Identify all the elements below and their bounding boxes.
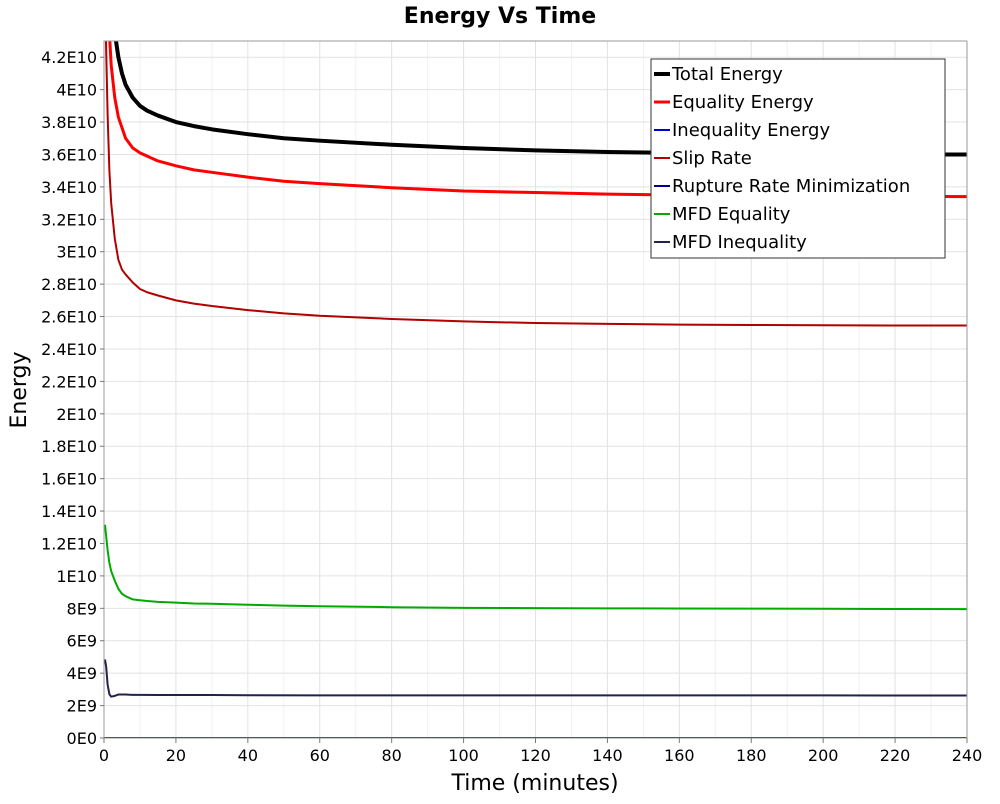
legend-label-mfd-equality: MFD Equality — [672, 204, 791, 225]
y-tick-label: 2E9 — [67, 697, 97, 716]
x-tick-label: 160 — [664, 746, 695, 765]
y-tick-label: 2.4E10 — [41, 340, 97, 359]
y-tick-label: 1.8E10 — [41, 437, 97, 456]
legend-label-rupture-rate-minimization: Rupture Rate Minimization — [672, 176, 910, 197]
y-tick-label: 1.4E10 — [41, 502, 97, 521]
y-tick-label: 3.8E10 — [41, 113, 97, 132]
y-tick-label: 2.6E10 — [41, 308, 97, 327]
x-tick-label: 100 — [448, 746, 479, 765]
y-tick-label: 1.2E10 — [41, 534, 97, 553]
x-tick-label: 40 — [238, 746, 258, 765]
legend: Total Energy Equality Energy Inequality En… — [650, 58, 946, 259]
chart-title: Energy Vs Time — [404, 4, 596, 29]
x-tick-label: 20 — [166, 746, 186, 765]
x-tick-label: 140 — [592, 746, 623, 765]
y-tick-label: 3E10 — [56, 243, 97, 262]
y-tick-label: 1E10 — [56, 567, 97, 586]
x-tick-label: 80 — [381, 746, 401, 765]
legend-label-mfd-inequality: MFD Inequality — [672, 232, 807, 253]
x-tick-label: 180 — [736, 746, 767, 765]
x-tick-label: 200 — [808, 746, 839, 765]
legend-label-inequality-energy: Inequality Energy — [672, 120, 830, 141]
legend-label-slip-rate: Slip Rate — [672, 148, 752, 169]
x-tick-label: 60 — [310, 746, 330, 765]
series-line-slip-rate — [104, 41, 967, 327]
y-tick-label: 8E9 — [67, 599, 97, 618]
y-tick-label: 4.2E10 — [41, 48, 97, 67]
series-line-mfd-equality — [104, 524, 967, 611]
legend-label-equality-energy: Equality Energy — [672, 92, 814, 113]
x-tick-label: 0 — [99, 746, 109, 765]
y-tick-label: 2.2E10 — [41, 372, 97, 391]
legend-box — [650, 58, 946, 259]
y-tick-label: 6E9 — [67, 632, 97, 651]
legend-label-total-energy: Total Energy — [671, 64, 783, 85]
y-axis-label: Energy — [7, 351, 32, 428]
y-tick-label: 1.6E10 — [41, 470, 97, 489]
y-tick-label: 3.6E10 — [41, 145, 97, 164]
series-line-mfd-inequality — [104, 659, 967, 698]
x-tick-label: 240 — [952, 746, 983, 765]
y-tick-label: 3.4E10 — [41, 178, 97, 197]
x-tick-label: 220 — [880, 746, 911, 765]
y-tick-label: 2E10 — [56, 405, 97, 424]
x-axis-label: Time (minutes) — [450, 771, 618, 796]
y-tick-label: 0E0 — [67, 729, 97, 748]
y-tick-label: 2.8E10 — [41, 275, 97, 294]
y-tick-label: 3.2E10 — [41, 210, 97, 229]
x-tick-label: 120 — [520, 746, 551, 765]
y-tick-label: 4E9 — [67, 664, 97, 683]
axes: 0 20 40 60 80 100 120 140 160 180 200 220 240 0E0 2E9 4… — [41, 48, 982, 765]
y-tick-label: 4E10 — [56, 81, 97, 100]
